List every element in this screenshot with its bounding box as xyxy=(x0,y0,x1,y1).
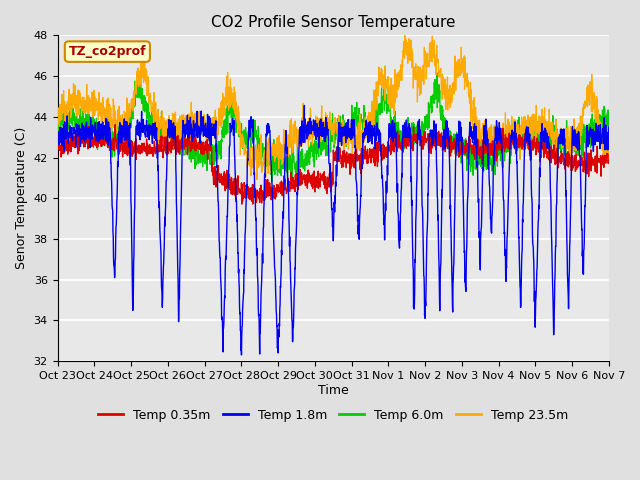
Y-axis label: Senor Temperature (C): Senor Temperature (C) xyxy=(15,127,28,269)
X-axis label: Time: Time xyxy=(318,384,349,396)
Legend: Temp 0.35m, Temp 1.8m, Temp 6.0m, Temp 23.5m: Temp 0.35m, Temp 1.8m, Temp 6.0m, Temp 2… xyxy=(93,404,573,427)
Text: TZ_co2prof: TZ_co2prof xyxy=(68,45,146,58)
Title: CO2 Profile Sensor Temperature: CO2 Profile Sensor Temperature xyxy=(211,15,456,30)
